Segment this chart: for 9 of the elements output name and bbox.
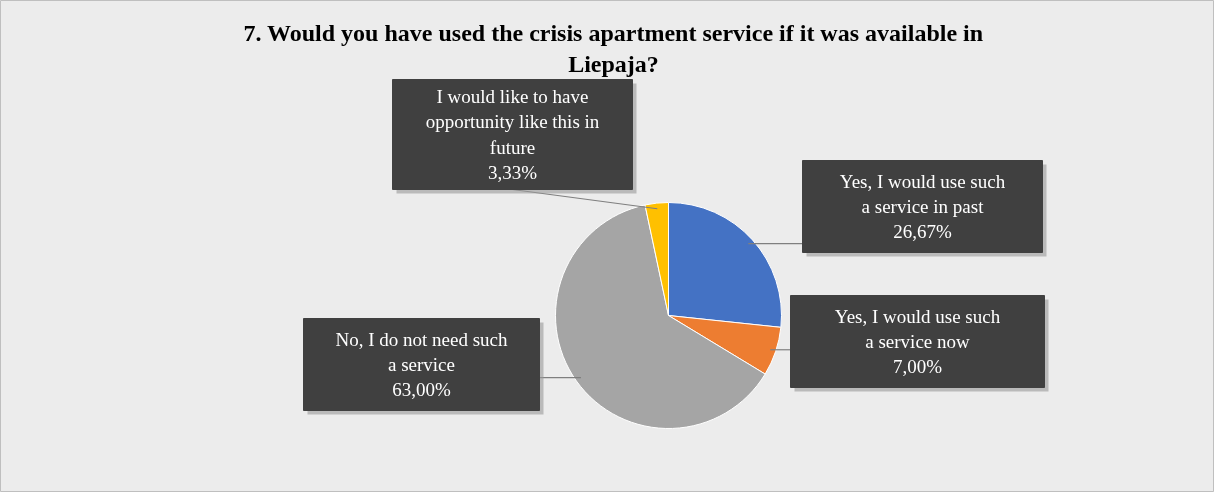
data-label: 26,67% [893,221,952,243]
data-label: 63,00% [392,379,451,401]
slice-label: No, I do not need such a service [335,328,509,375]
chart-title: 7. Would you have used the crisis apartment service if it was available in Liepaja? [243,19,984,78]
data-label: 7,00% [892,356,943,378]
slice-label: Yes, I would use such a service now [834,305,1001,352]
slice-label: I would like to have opportunity like this in future [425,86,600,158]
data-label: 3,33% [487,161,538,183]
slice-label: Yes, I would use such a service in past [839,170,1006,217]
